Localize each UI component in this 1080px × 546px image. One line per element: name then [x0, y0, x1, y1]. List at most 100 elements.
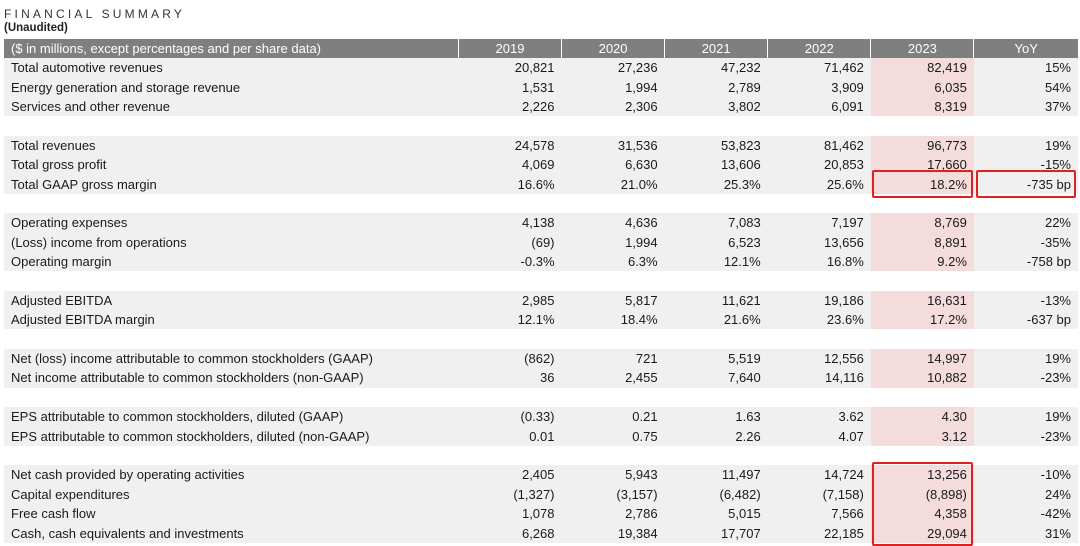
value-yoy: 37%	[973, 96, 1078, 117]
table-row: Energy generation and storage revenue 1,5…	[4, 77, 1078, 97]
value-2023: 4,358	[870, 503, 974, 524]
row-label: Services and other revenue	[4, 96, 459, 117]
value-2023: 14,997	[870, 348, 974, 369]
value-2019: -0.3%	[458, 251, 562, 272]
value-2022: 14,724	[767, 465, 871, 485]
value-2019: 20,821	[458, 58, 562, 78]
row-label: EPS attributable to common stockholders,…	[4, 426, 459, 446]
value-2020: 31,536	[561, 135, 665, 155]
row-label: Energy generation and storage revenue	[4, 77, 459, 97]
table-row: Net (loss) income attributable to common…	[4, 348, 1078, 369]
value-2021: 6,523	[664, 232, 768, 252]
value-2022: 71,462	[767, 58, 871, 78]
value-yoy: 19%	[973, 407, 1078, 427]
value-2019: 1,078	[458, 503, 562, 524]
value-2022: 23.6%	[767, 310, 871, 330]
spacer-cell	[4, 387, 1078, 408]
value-2019: (862)	[458, 348, 562, 369]
row-label: Cash, cash equivalents and investments	[4, 523, 459, 543]
value-2019: 24,578	[458, 135, 562, 155]
row-label: Adjusted EBITDA	[4, 290, 459, 311]
value-yoy: 24%	[973, 484, 1078, 504]
value-2022: 3.62	[767, 407, 871, 427]
value-yoy: -15%	[973, 154, 1078, 175]
table-row: Adjusted EBITDA 2,985 5,817 11,621 19,186 16,…	[4, 290, 1078, 311]
value-2020: 2,455	[561, 368, 665, 388]
value-2022: 12,556	[767, 348, 871, 369]
value-2022: 81,462	[767, 135, 871, 155]
value-2022: 14,116	[767, 368, 871, 388]
table-row: Operating margin -0.3% 6.3% 12.1% 16.8% 9.2% -…	[4, 251, 1078, 272]
value-2022: 20,853	[767, 154, 871, 175]
value-2023: 9.2%	[870, 251, 974, 272]
table-row: Adjusted EBITDA margin 12.1% 18.4% 21.6% 23.…	[4, 310, 1078, 330]
table-row: Capital expenditures (1,327) (3,157) (6,482…	[4, 484, 1078, 504]
table-row: Cash, cash equivalents and investments 6,…	[4, 523, 1078, 543]
table-row: Total GAAP gross margin 16.6% 21.0% 25.3% 25…	[4, 174, 1078, 194]
value-2023: 82,419	[870, 58, 974, 78]
value-2023: 8,769	[870, 213, 974, 233]
value-2020: 1,994	[561, 77, 665, 97]
value-2023: 8,319	[870, 96, 974, 117]
row-label: Adjusted EBITDA margin	[4, 310, 459, 330]
value-2022: 7,197	[767, 213, 871, 233]
table-row: (Loss) income from operations (69) 1,994 6,…	[4, 232, 1078, 252]
value-2021: 2.26	[664, 426, 768, 446]
value-2021: 53,823	[664, 135, 768, 155]
value-2019: 4,069	[458, 154, 562, 175]
table-body: Total automotive revenues 20,821 27,236 47,…	[4, 58, 1078, 543]
value-yoy: 19%	[973, 348, 1078, 369]
value-2023: 3.12	[870, 426, 974, 446]
column-header-2019: 2019	[457, 39, 562, 58]
table-header-row: ($ in millions, except percentages and p…	[4, 39, 1078, 58]
value-2019: 6,268	[458, 523, 562, 543]
value-2020: 5,817	[561, 290, 665, 311]
value-2022: 4.07	[767, 426, 871, 446]
value-yoy: -735 bp	[973, 174, 1078, 194]
value-yoy: -23%	[973, 368, 1078, 388]
value-2021: 7,640	[664, 368, 768, 388]
value-2020: 0.21	[561, 407, 665, 427]
value-2020: 4,636	[561, 213, 665, 233]
value-2020: 21.0%	[561, 174, 665, 194]
value-2020: 5,943	[561, 465, 665, 485]
value-2020: 2,786	[561, 503, 665, 524]
financial-summary-table: ($ in millions, except percentages and p…	[4, 39, 1078, 543]
value-2020: 721	[561, 348, 665, 369]
spacer-cell	[4, 329, 1078, 349]
column-header-2020: 2020	[561, 39, 665, 58]
value-yoy: -10%	[973, 465, 1078, 485]
value-2022: 22,185	[767, 523, 871, 543]
value-yoy: -23%	[973, 426, 1078, 446]
value-yoy: -42%	[973, 503, 1078, 524]
value-2021: 11,497	[664, 465, 768, 485]
report-title: FINANCIAL SUMMARY	[4, 7, 186, 21]
value-2021: 1.63	[664, 407, 768, 427]
value-2022: 3,909	[767, 77, 871, 97]
value-2020: 19,384	[561, 523, 665, 543]
spacer-cell	[4, 193, 1078, 214]
row-label: Net income attributable to common stockh…	[4, 368, 459, 388]
column-header-yoy: YoY	[973, 39, 1078, 58]
value-2021: 21.6%	[664, 310, 768, 330]
row-label: Net cash provided by operating activitie…	[4, 465, 459, 485]
value-2020: 2,306	[561, 96, 665, 117]
value-2021: 11,621	[664, 290, 768, 311]
value-2023: 10,882	[870, 368, 974, 388]
value-2019: 2,226	[458, 96, 562, 117]
value-yoy: 19%	[973, 135, 1078, 155]
value-2021: 3,802	[664, 96, 768, 117]
value-2021: 5,015	[664, 503, 768, 524]
table-row: Net cash provided by operating activitie…	[4, 465, 1078, 485]
value-2019: 36	[458, 368, 562, 388]
row-label: Capital expenditures	[4, 484, 459, 504]
table-row: Total revenues 24,578 31,536 53,823 81,462 96…	[4, 135, 1078, 155]
value-2020: 27,236	[561, 58, 665, 78]
group-spacer	[4, 329, 1078, 349]
group-spacer	[4, 116, 1078, 136]
value-2019: 1,531	[458, 77, 562, 97]
value-2023: 16,631	[870, 290, 974, 311]
row-label: (Loss) income from operations	[4, 232, 459, 252]
table-row: EPS attributable to common stockholders,…	[4, 407, 1078, 427]
value-yoy: 31%	[973, 523, 1078, 543]
